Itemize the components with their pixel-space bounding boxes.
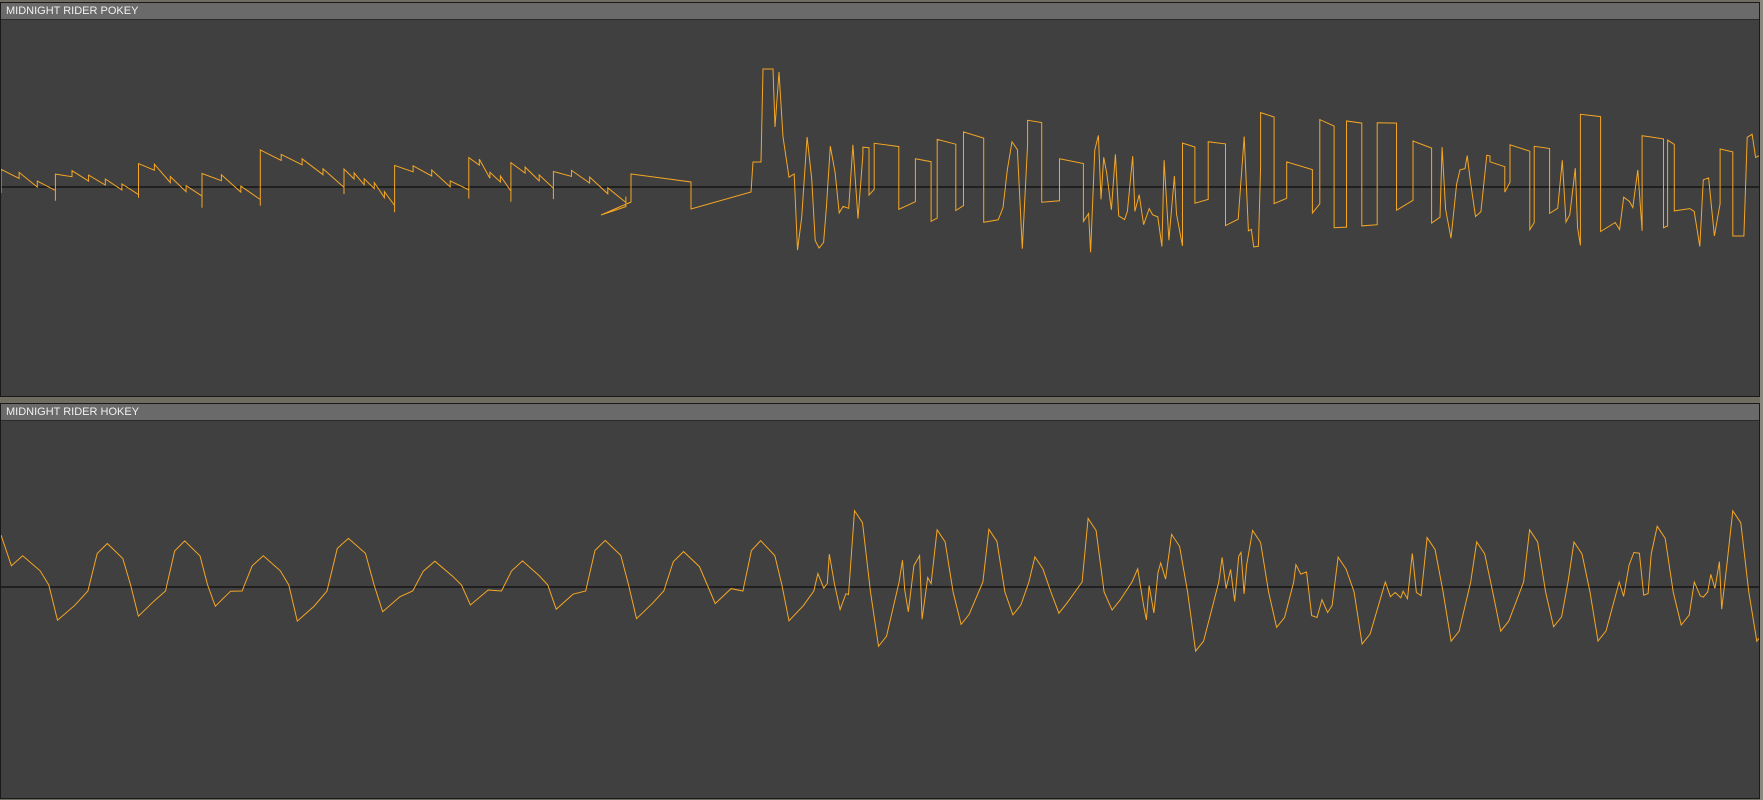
waveform-trace-pokey (1, 68, 1759, 253)
waveform-hokey[interactable] (1, 421, 1759, 798)
waveform-trace-hokey (1, 509, 1759, 653)
waveform-pokey[interactable] (1, 20, 1759, 396)
track-title-pokey: MIDNIGHT RIDER POKEY (1, 3, 1759, 20)
track-title-hokey: MIDNIGHT RIDER HOKEY (1, 404, 1759, 421)
track-panel-pokey[interactable]: MIDNIGHT RIDER POKEY (0, 2, 1760, 397)
window-right-edge (1760, 0, 1763, 800)
track-panel-hokey[interactable]: MIDNIGHT RIDER HOKEY (0, 403, 1760, 799)
